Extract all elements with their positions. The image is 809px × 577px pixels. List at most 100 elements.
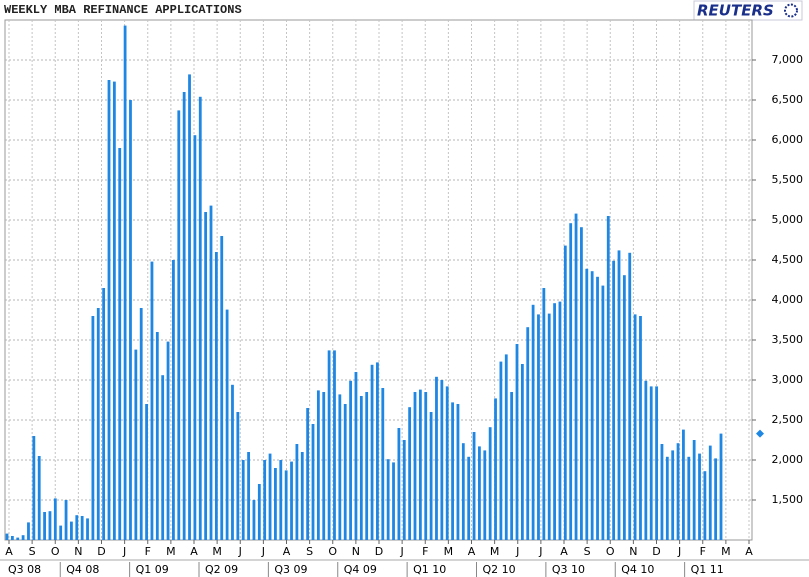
- month-label: A: [5, 545, 13, 558]
- month-label: J: [238, 545, 242, 558]
- bar: [418, 389, 422, 540]
- bar: [451, 402, 454, 540]
- bar: [21, 535, 25, 540]
- bar: [445, 386, 449, 540]
- bar: [429, 412, 433, 540]
- bar: [16, 537, 20, 540]
- y-tick-label: 5,000: [772, 213, 804, 226]
- bar: [687, 456, 691, 540]
- bar: [204, 212, 208, 540]
- bar: [257, 484, 261, 540]
- quarter-label: Q3 09: [274, 563, 307, 576]
- bar: [349, 380, 352, 540]
- bar: [590, 271, 594, 540]
- month-label: A: [560, 545, 568, 558]
- bar: [435, 376, 438, 540]
- bar: [649, 386, 653, 540]
- month-label: O: [328, 545, 337, 558]
- bar: [177, 110, 181, 541]
- bar: [488, 427, 492, 540]
- bar: [408, 407, 412, 540]
- bar: [118, 148, 122, 540]
- bar: [558, 301, 562, 540]
- bar: [193, 135, 197, 540]
- bar: [467, 456, 471, 540]
- bar: [43, 512, 46, 540]
- bar: [370, 364, 374, 540]
- bar: [520, 364, 524, 540]
- bar: [107, 80, 111, 540]
- bar: [220, 236, 224, 540]
- bar: [311, 424, 315, 540]
- bar: [515, 344, 519, 540]
- bar: [531, 304, 535, 540]
- month-label: J: [400, 545, 404, 558]
- month-label: S: [306, 545, 313, 558]
- bar: [322, 392, 326, 540]
- bar: [392, 462, 395, 540]
- month-label: N: [629, 545, 637, 558]
- quarter-label: Q1 11: [691, 563, 724, 576]
- bar: [80, 516, 84, 540]
- y-tick-label: 4,500: [772, 253, 804, 266]
- bar: [617, 250, 621, 540]
- bar: [574, 213, 578, 540]
- bar: [537, 314, 540, 540]
- logo: REUTERS: [693, 0, 803, 21]
- bar: [252, 500, 256, 540]
- bar: [150, 261, 154, 540]
- bar: [692, 440, 696, 540]
- bar: [461, 443, 465, 540]
- bar: [327, 350, 331, 540]
- y-tick-label: 7,000: [772, 53, 804, 66]
- bar: [75, 515, 79, 540]
- month-label: A: [745, 545, 753, 558]
- month-label: D: [652, 545, 660, 558]
- bar: [708, 445, 712, 540]
- bar: [225, 309, 229, 540]
- quarter-label: Q2 10: [483, 563, 516, 576]
- bar: [102, 288, 106, 540]
- month-label: A: [190, 545, 198, 558]
- bar: [612, 260, 616, 540]
- month-label: F: [145, 545, 151, 558]
- bar: [714, 458, 718, 540]
- bar: [580, 227, 583, 540]
- last-value-marker: [756, 429, 764, 438]
- bar: [494, 398, 497, 540]
- bar: [386, 459, 390, 540]
- bar: [300, 452, 304, 540]
- month-label: J: [515, 545, 519, 558]
- bar: [91, 316, 95, 540]
- bar: [499, 361, 503, 540]
- bar: [231, 384, 234, 540]
- logo-text: REUTERS: [697, 2, 774, 20]
- bar: [64, 500, 68, 540]
- bar: [123, 25, 127, 541]
- quarter-label: Q2 09: [205, 563, 238, 576]
- bar: [354, 372, 358, 540]
- bar: [397, 428, 401, 540]
- bar: [542, 288, 546, 540]
- bar: [209, 205, 213, 540]
- quarter-label: Q4 09: [344, 563, 377, 576]
- month-label: M: [212, 545, 222, 558]
- bar: [32, 436, 36, 540]
- month-label: M: [166, 545, 176, 558]
- bar: [268, 453, 272, 540]
- bar: [129, 100, 132, 540]
- bar: [698, 453, 701, 540]
- bar: [504, 354, 508, 540]
- bar: [402, 440, 406, 540]
- bar: [27, 522, 30, 540]
- month-label: M: [490, 545, 500, 558]
- bar: [655, 386, 658, 540]
- bar: [306, 408, 310, 540]
- month-label: S: [584, 545, 591, 558]
- month-label: O: [606, 545, 615, 558]
- bar: [295, 444, 299, 540]
- bar: [359, 396, 363, 540]
- quarter-label: Q3 08: [8, 563, 41, 576]
- bar: [37, 456, 41, 540]
- chart-title: WEEKLY MBA REFINANCE APPLICATIONS: [4, 3, 242, 17]
